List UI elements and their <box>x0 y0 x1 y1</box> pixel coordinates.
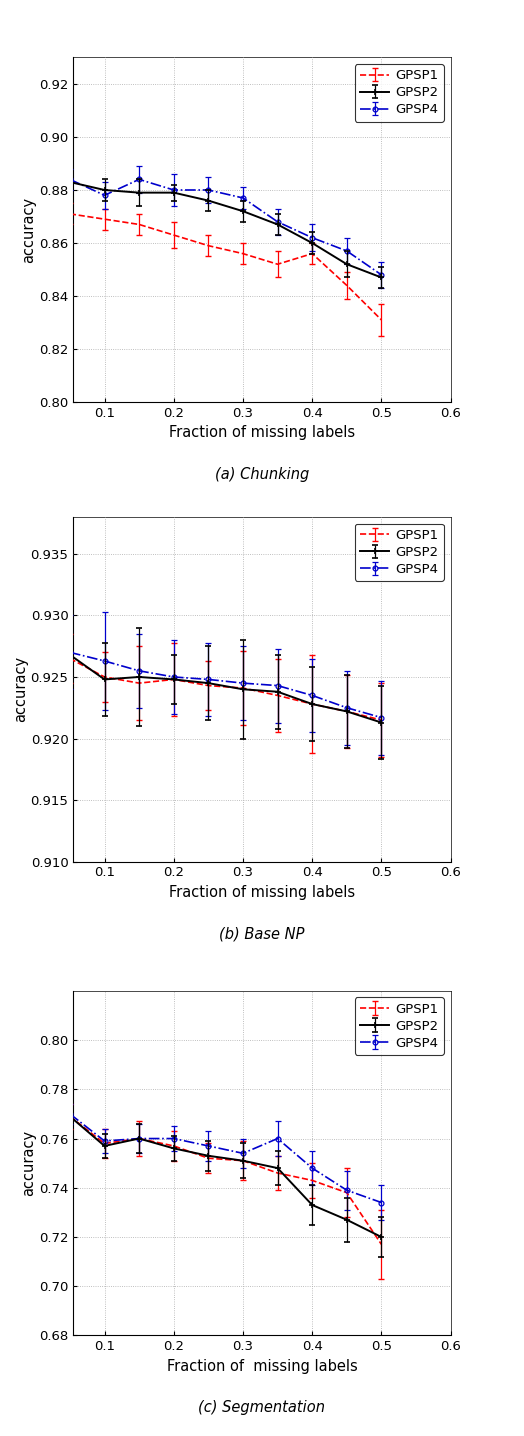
X-axis label: Fraction of missing labels: Fraction of missing labels <box>169 885 355 900</box>
Legend: GPSP1, GPSP2, GPSP4: GPSP1, GPSP2, GPSP4 <box>355 65 444 122</box>
Legend: GPSP1, GPSP2, GPSP4: GPSP1, GPSP2, GPSP4 <box>355 524 444 582</box>
Text: (c) Segmentation: (c) Segmentation <box>199 1400 325 1414</box>
Y-axis label: accuracy: accuracy <box>13 656 28 722</box>
X-axis label: Fraction of  missing labels: Fraction of missing labels <box>167 1358 357 1374</box>
X-axis label: Fraction of missing labels: Fraction of missing labels <box>169 425 355 441</box>
Y-axis label: accuracy: accuracy <box>21 1130 36 1196</box>
Y-axis label: accuracy: accuracy <box>21 197 36 263</box>
Text: (b) Base NP: (b) Base NP <box>219 926 305 941</box>
Legend: GPSP1, GPSP2, GPSP4: GPSP1, GPSP2, GPSP4 <box>355 998 444 1055</box>
Text: (a) Chunking: (a) Chunking <box>215 467 309 481</box>
